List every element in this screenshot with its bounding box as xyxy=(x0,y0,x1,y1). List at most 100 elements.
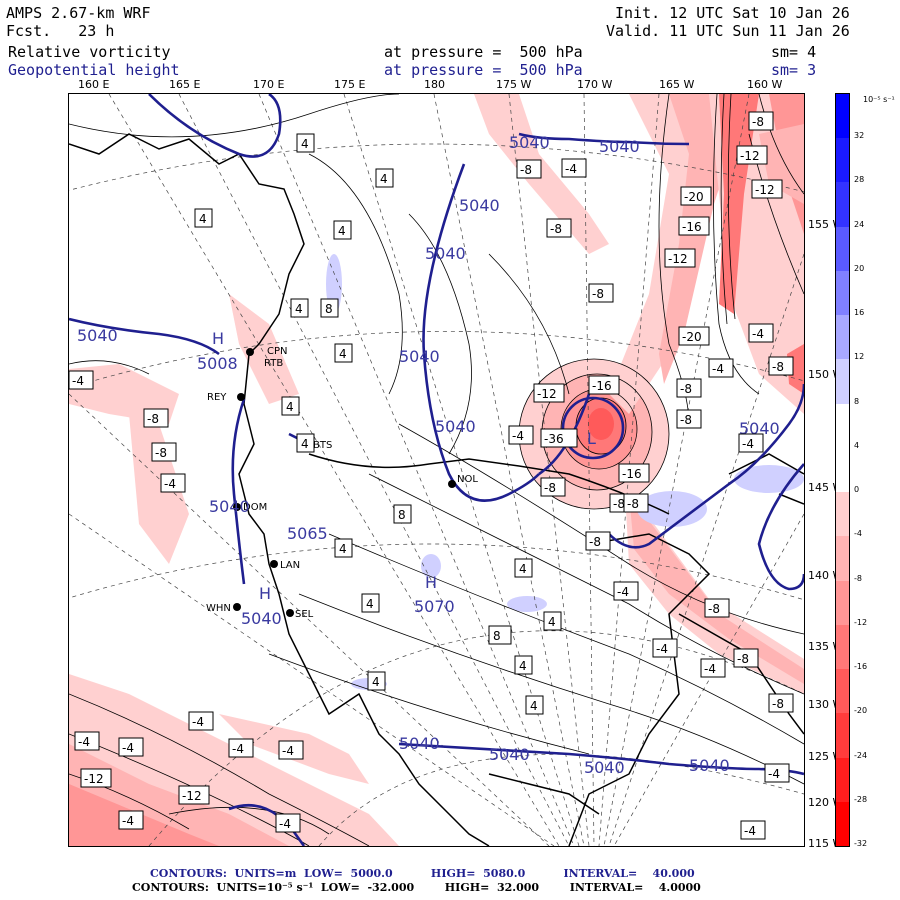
height-label: 5065 xyxy=(287,524,328,543)
svg-text:4: 4 xyxy=(530,699,538,713)
vorticity-label: -4 xyxy=(508,425,534,445)
lat-tick: 145 W xyxy=(808,481,844,494)
svg-text:4: 4 xyxy=(339,542,347,556)
high-marker: H xyxy=(212,329,224,348)
colorbar-label: 4 xyxy=(854,440,860,450)
svg-text:4: 4 xyxy=(519,659,527,673)
colorbar-cell xyxy=(836,447,849,493)
vorticity-label: -8 xyxy=(151,442,177,462)
colorbar-label: -32 xyxy=(854,839,868,848)
colorbar-label: -16 xyxy=(854,662,868,672)
colorbar-label: 8 xyxy=(854,396,860,406)
vorticity-contour-info: CONTOURS: UNITS=10⁻⁵ s⁻¹ LOW= -32.000 HI… xyxy=(132,881,701,894)
colorbar-cell xyxy=(836,359,849,405)
vorticity-label: -8 xyxy=(768,693,794,713)
lon-tick: 175 W xyxy=(496,78,532,91)
svg-text:-8: -8 xyxy=(613,497,625,511)
station-label: LAN xyxy=(280,560,300,571)
vorticity-label: -12 xyxy=(736,145,768,165)
svg-text:-4: -4 xyxy=(122,814,134,828)
vorticity-label: -4 xyxy=(613,581,639,601)
svg-text:-4: -4 xyxy=(768,767,780,781)
vorticity-label: 4 xyxy=(543,611,562,631)
height-label: 5040 xyxy=(689,756,730,775)
station-label: BTS xyxy=(313,440,332,451)
svg-text:-8: -8 xyxy=(752,115,764,129)
svg-text:-12: -12 xyxy=(755,183,775,197)
vorticity-label: 4 xyxy=(194,208,213,228)
lon-tick: 170 W xyxy=(577,78,613,91)
svg-text:-8: -8 xyxy=(520,163,532,177)
low-marker: L xyxy=(587,429,596,448)
height-label: 5070 xyxy=(414,597,455,616)
colorbar-cell xyxy=(836,94,849,139)
vorticity-label: -4 xyxy=(764,763,790,783)
vorticity-label: 4 xyxy=(296,133,315,153)
field1-name: Relative vorticity xyxy=(8,43,171,61)
vorticity-label: 4 xyxy=(334,538,353,558)
svg-text:4: 4 xyxy=(548,615,556,629)
field2-name: Geopotential height xyxy=(8,61,180,79)
colorbar-label: 32 xyxy=(854,131,865,141)
geopotential-contours xyxy=(69,94,804,846)
lon-tick: 170 E xyxy=(253,78,285,91)
colorbar-cell xyxy=(836,801,849,847)
vorticity-label: 4 xyxy=(514,558,533,578)
svg-text:-20: -20 xyxy=(682,330,702,344)
vorticity-label: -4 xyxy=(561,158,587,178)
svg-text:-12: -12 xyxy=(668,252,688,266)
colorbar-cell xyxy=(836,226,849,272)
lat-tick: 130 W xyxy=(808,698,844,711)
vorticity-label: -12 xyxy=(533,383,565,403)
svg-text:-4: -4 xyxy=(192,715,204,729)
svg-text:8: 8 xyxy=(493,629,501,643)
colorbar-cell xyxy=(836,624,849,670)
svg-text:-8: -8 xyxy=(544,481,556,495)
colorbar-cell xyxy=(836,403,849,449)
height-label: 5040 xyxy=(77,326,118,345)
height-labels: 5040 5040 5040 5040 5040 5040 5040 5040 … xyxy=(77,133,780,777)
vorticity-label: -8 xyxy=(704,598,730,618)
station-label: SEL xyxy=(295,609,314,620)
height-label: 5040 xyxy=(435,417,476,436)
lat-tick: 120 W xyxy=(808,796,844,809)
lon-tick: 175 E xyxy=(334,78,366,91)
map-panel: CPN RTB REY BTS NOL DOM LAN WHN SEL 5040… xyxy=(68,93,805,847)
svg-text:-8: -8 xyxy=(589,535,601,549)
field2-smoothing: sm= 3 xyxy=(771,61,817,79)
svg-text:-4: -4 xyxy=(565,162,577,176)
high-marker: H xyxy=(259,584,271,603)
vorticity-label: -20 xyxy=(678,326,710,346)
colorbar-cell xyxy=(836,492,849,537)
vorticity-label: -4 xyxy=(738,433,764,453)
vorticity-label: -16 xyxy=(678,216,710,236)
svg-text:-4: -4 xyxy=(704,662,716,676)
coastline xyxy=(69,133,804,846)
colorbar-label: 12 xyxy=(854,352,865,362)
height-label: 5040 xyxy=(241,609,282,628)
height-label: 5040 xyxy=(584,758,625,777)
colorbar-label: -12 xyxy=(854,617,868,627)
svg-text:-8: -8 xyxy=(680,382,692,396)
svg-text:-8: -8 xyxy=(155,446,167,460)
vorticity-label: 4 xyxy=(514,655,533,675)
svg-text:-4: -4 xyxy=(712,362,724,376)
vorticity-label: 4 xyxy=(361,593,380,613)
colorbar-cell xyxy=(836,138,849,183)
svg-text:8: 8 xyxy=(398,508,406,522)
svg-text:4: 4 xyxy=(286,400,294,414)
height-contour-info: CONTOURS: UNITS=m LOW= 5000.0 HIGH= 5080… xyxy=(150,867,695,880)
svg-text:-4: -4 xyxy=(232,742,244,756)
svg-text:-4: -4 xyxy=(122,741,134,755)
height-label: 5008 xyxy=(197,354,238,373)
lat-tick: 125 W xyxy=(808,750,844,763)
svg-text:-8: -8 xyxy=(772,697,784,711)
colorbar-label: -28 xyxy=(854,794,868,804)
svg-text:-12: -12 xyxy=(84,772,104,786)
colorbar-label: -20 xyxy=(854,706,868,716)
svg-text:-4: -4 xyxy=(279,817,291,831)
vorticity-label: 4 xyxy=(333,220,352,240)
vorticity-label: -12 xyxy=(178,785,210,805)
svg-text:-8: -8 xyxy=(147,412,159,426)
lat-tick: 150 W xyxy=(808,368,844,381)
